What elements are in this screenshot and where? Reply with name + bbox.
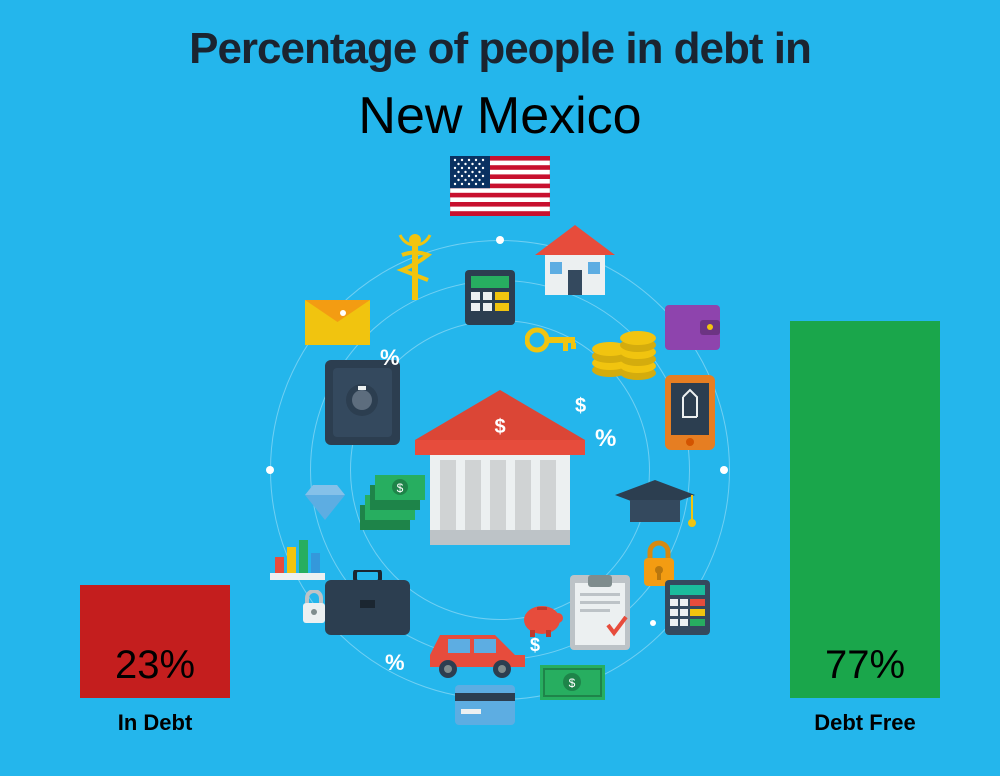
bar-value-debt-free: 77% [825, 643, 905, 688]
title-line2: New Mexico [0, 86, 1000, 146]
bar-in-debt: 23% In Debt [80, 585, 230, 736]
bar-chart: 23% In Debt 77% Debt Free [0, 216, 1000, 736]
bar-debt-free: 77% Debt Free [790, 321, 940, 736]
us-flag-icon [450, 156, 550, 221]
bar-rect-in-debt: 23% [80, 585, 230, 698]
bar-label-in-debt: In Debt [118, 710, 193, 736]
bar-rect-debt-free: 77% [790, 321, 940, 698]
title-line1: Percentage of people in debt in [0, 24, 1000, 74]
bar-value-in-debt: 23% [115, 643, 195, 688]
bar-label-debt-free: Debt Free [814, 710, 915, 736]
